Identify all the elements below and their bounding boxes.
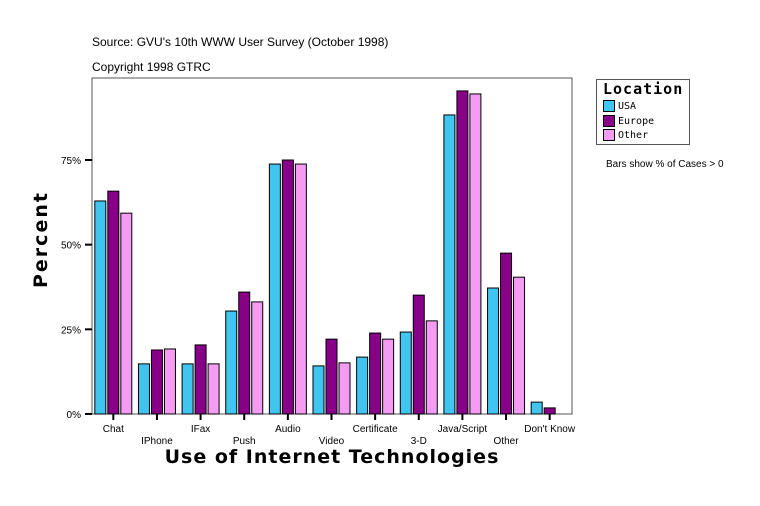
bar-usa-certificate — [356, 356, 369, 415]
x-tick-label: 3-D — [411, 436, 427, 447]
bar-europe-don-t-know — [543, 407, 556, 415]
chart-subtitle: Copyright 1998 GTRC — [92, 60, 211, 74]
bar-usa-java-script — [443, 114, 456, 415]
x-tick-label: IPhone — [141, 436, 173, 447]
bar-usa-other — [487, 287, 500, 415]
x-tick-label: Push — [233, 436, 256, 447]
x-tick-label: Video — [319, 436, 345, 447]
y-tick-label: 25% — [61, 325, 81, 336]
bar-usa-video — [312, 365, 325, 415]
x-tick-label: Java/Script — [438, 424, 488, 435]
chart-note: Bars show % of Cases > 0 — [606, 159, 724, 170]
bar-usa-audio — [268, 163, 281, 415]
bar-europe-video — [325, 338, 338, 415]
bar-other-ifax — [207, 363, 220, 415]
legend-label: Other — [618, 130, 649, 141]
bar-other-video — [338, 362, 351, 415]
bar-usa-chat — [94, 200, 107, 415]
bar-other-audio — [294, 163, 307, 415]
bar-other-java-script — [469, 93, 482, 415]
bar-europe-chat — [107, 190, 120, 415]
y-tick-label: 75% — [61, 156, 81, 167]
bar-usa-ifax — [181, 363, 194, 415]
legend-title: Location — [603, 80, 684, 98]
bar-usa-3-d — [399, 331, 412, 415]
legend-swatch — [603, 115, 615, 127]
x-axis-label: Use of Internet Technologies — [164, 446, 500, 468]
bar-europe-audio — [281, 159, 294, 415]
x-tick-label: Audio — [275, 424, 301, 435]
y-axis-label: Percent — [30, 191, 52, 288]
bar-usa-don-t-know — [530, 401, 543, 415]
bar-other-other — [513, 276, 526, 415]
x-tick-label: Certificate — [353, 424, 398, 435]
bar-usa-iphone — [137, 363, 150, 415]
x-tick-label: Chat — [103, 424, 124, 435]
legend-label: USA — [618, 101, 637, 112]
y-tick-label: 50% — [61, 241, 81, 252]
bar-other-push — [251, 301, 264, 415]
bar-europe-push — [238, 291, 251, 415]
bar-europe-other — [500, 252, 513, 415]
legend-item-europe: Europe — [603, 115, 654, 128]
legend-item-usa: USA — [603, 100, 636, 113]
bar-europe-java-script — [456, 90, 469, 415]
bar-other-iphone — [163, 348, 176, 415]
bar-europe-3-d — [412, 294, 425, 415]
bar-other-chat — [120, 212, 133, 415]
legend-swatch — [603, 129, 615, 141]
x-tick-label: IFax — [191, 424, 210, 435]
x-tick-label: Don't Know — [524, 424, 576, 435]
y-tick-label: 0% — [67, 410, 82, 421]
bar-other-3-d — [425, 320, 438, 415]
legend: Location USA Europe Other — [596, 79, 690, 145]
bar-europe-certificate — [369, 332, 382, 415]
legend-item-other: Other — [603, 129, 648, 142]
legend-label: Europe — [618, 116, 655, 127]
bar-usa-push — [225, 310, 238, 415]
bar-other-certificate — [382, 338, 395, 415]
x-tick-label: Other — [494, 436, 520, 447]
bar-europe-iphone — [150, 349, 163, 415]
chart-title: Source: GVU's 10th WWW User Survey (Octo… — [92, 35, 389, 49]
legend-swatch — [603, 100, 615, 112]
bar-europe-ifax — [194, 344, 207, 415]
